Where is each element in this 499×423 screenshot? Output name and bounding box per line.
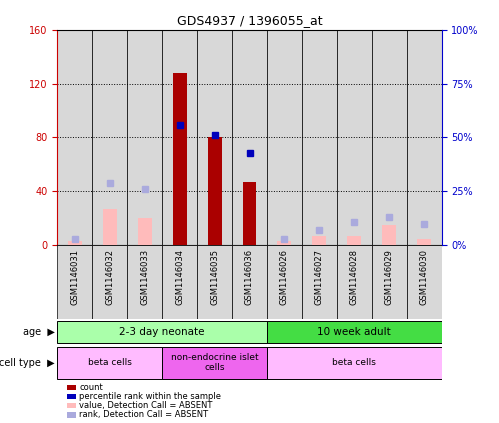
Bar — [162, 245, 197, 319]
Text: non-endocrine islet
cells: non-endocrine islet cells — [171, 353, 258, 372]
Bar — [127, 30, 162, 245]
Bar — [417, 239, 431, 245]
Bar — [197, 245, 232, 319]
Bar — [407, 30, 442, 245]
Bar — [57, 321, 267, 343]
Bar — [337, 30, 372, 245]
Bar — [372, 245, 407, 319]
Bar — [302, 245, 337, 319]
Bar — [302, 30, 337, 245]
Text: GSM1146033: GSM1146033 — [140, 249, 149, 305]
Bar — [57, 30, 92, 245]
Title: GDS4937 / 1396055_at: GDS4937 / 1396055_at — [177, 14, 322, 27]
Text: beta cells: beta cells — [332, 358, 376, 367]
Text: GSM1146026: GSM1146026 — [280, 249, 289, 305]
Bar — [103, 209, 117, 245]
Text: count: count — [79, 382, 103, 392]
Bar — [267, 346, 442, 379]
Text: 2-3 day neonate: 2-3 day neonate — [119, 327, 205, 337]
Bar — [173, 73, 187, 245]
Text: GSM1146036: GSM1146036 — [245, 249, 254, 305]
Bar — [92, 245, 127, 319]
Bar — [232, 245, 267, 319]
Bar — [407, 245, 442, 319]
Bar — [277, 241, 291, 245]
Bar — [57, 346, 162, 379]
Text: GSM1146030: GSM1146030 — [420, 249, 429, 305]
Bar — [162, 346, 267, 379]
Text: GSM1146032: GSM1146032 — [105, 249, 114, 305]
Text: cell type  ▶: cell type ▶ — [0, 358, 55, 368]
Text: beta cells: beta cells — [88, 358, 132, 367]
Text: GSM1146034: GSM1146034 — [175, 249, 184, 305]
Text: percentile rank within the sample: percentile rank within the sample — [79, 392, 222, 401]
Bar — [267, 321, 442, 343]
Bar — [382, 225, 396, 245]
Bar — [232, 30, 267, 245]
Text: GSM1146029: GSM1146029 — [385, 249, 394, 305]
Bar — [312, 236, 326, 245]
Text: GSM1146035: GSM1146035 — [210, 249, 219, 305]
Bar — [267, 30, 302, 245]
Bar — [138, 218, 152, 245]
Bar — [267, 245, 302, 319]
Bar — [68, 241, 82, 245]
Bar — [162, 30, 197, 245]
Bar — [57, 245, 92, 319]
Bar — [337, 245, 372, 319]
Bar — [92, 30, 127, 245]
Text: GSM1146028: GSM1146028 — [350, 249, 359, 305]
Bar — [347, 236, 361, 245]
Text: rank, Detection Call = ABSENT: rank, Detection Call = ABSENT — [79, 410, 209, 420]
Bar — [127, 245, 162, 319]
Bar — [208, 137, 222, 245]
Text: GSM1146027: GSM1146027 — [315, 249, 324, 305]
Bar — [243, 182, 256, 245]
Text: value, Detection Call = ABSENT: value, Detection Call = ABSENT — [79, 401, 213, 410]
Text: age  ▶: age ▶ — [23, 327, 55, 337]
Bar — [372, 30, 407, 245]
Text: GSM1146031: GSM1146031 — [70, 249, 79, 305]
Text: 10 week adult: 10 week adult — [317, 327, 391, 337]
Bar — [197, 30, 232, 245]
